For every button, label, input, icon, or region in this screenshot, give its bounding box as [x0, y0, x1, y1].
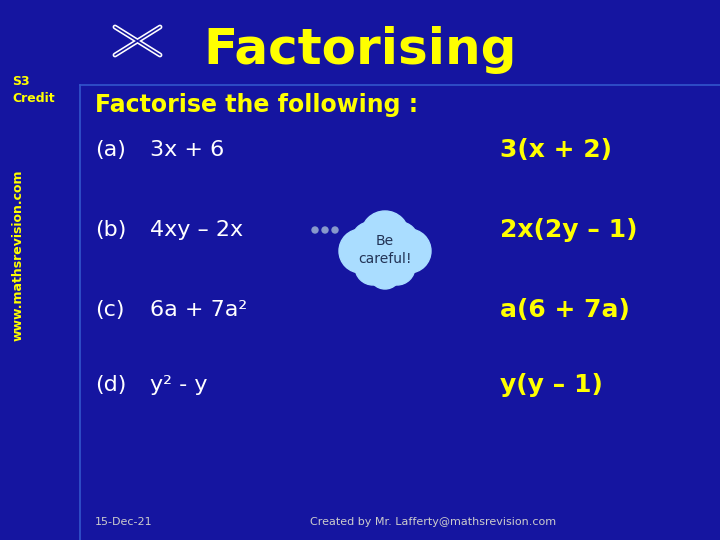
Text: 15-Dec-21: 15-Dec-21 — [95, 517, 153, 527]
Circle shape — [352, 222, 388, 258]
Text: 2x(2y – 1): 2x(2y – 1) — [500, 218, 637, 242]
Text: y(y – 1): y(y – 1) — [500, 373, 603, 397]
Circle shape — [339, 229, 383, 273]
Text: 4xy – 2x: 4xy – 2x — [150, 220, 243, 240]
Circle shape — [322, 227, 328, 233]
Circle shape — [332, 227, 338, 233]
Text: S3
Credit: S3 Credit — [12, 75, 55, 105]
Text: (b): (b) — [95, 220, 127, 240]
Circle shape — [361, 211, 409, 259]
Text: a(6 + 7a): a(6 + 7a) — [500, 298, 630, 322]
Text: Factorise the following :: Factorise the following : — [95, 93, 418, 117]
Circle shape — [387, 229, 431, 273]
Text: 3(x + 2): 3(x + 2) — [500, 138, 612, 162]
Text: 3x + 6: 3x + 6 — [150, 140, 224, 160]
Circle shape — [369, 257, 401, 289]
Text: Factorising: Factorising — [203, 26, 517, 74]
Text: www.mathsrevision.com: www.mathsrevision.com — [12, 169, 24, 341]
Circle shape — [382, 222, 418, 258]
Text: 6a + 7a²: 6a + 7a² — [150, 300, 247, 320]
Circle shape — [357, 217, 413, 273]
Circle shape — [355, 249, 391, 285]
Text: (d): (d) — [95, 375, 127, 395]
Text: y² - y: y² - y — [150, 375, 207, 395]
Text: (c): (c) — [95, 300, 125, 320]
Circle shape — [379, 249, 415, 285]
Circle shape — [312, 227, 318, 233]
Text: (a): (a) — [95, 140, 126, 160]
Text: Created by Mr. Lafferty@mathsrevision.com: Created by Mr. Lafferty@mathsrevision.co… — [310, 517, 556, 527]
Text: Be
careful!: Be careful! — [359, 234, 412, 266]
